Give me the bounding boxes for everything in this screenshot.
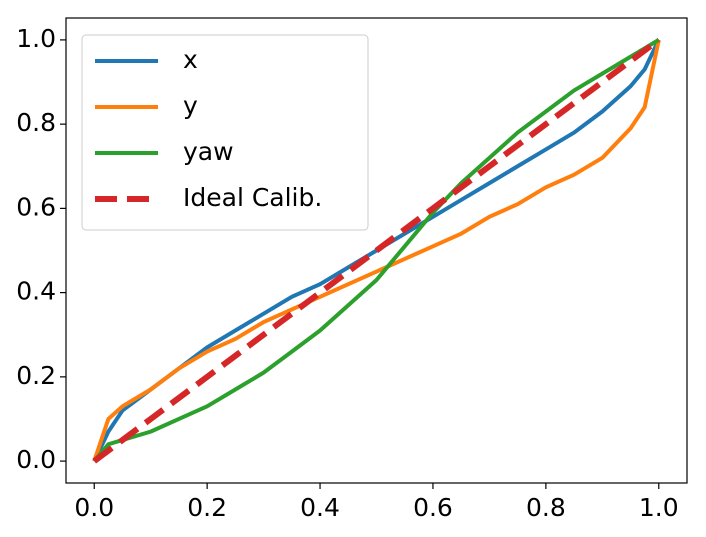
legend-label: x bbox=[183, 45, 198, 74]
y-tick-label: 0.6 bbox=[16, 192, 56, 221]
data-line bbox=[92, 38, 660, 463]
y-tick-label: 0.2 bbox=[16, 361, 56, 390]
legend: xy yaw Ideal Calib. bbox=[81, 34, 369, 231]
y-tick-label: 0.4 bbox=[16, 277, 56, 306]
x-tick-label: 0.8 bbox=[526, 493, 566, 522]
y-tick-label: 1.0 bbox=[16, 24, 56, 53]
x-tick-label: 0.4 bbox=[300, 493, 340, 522]
legend-label: y bbox=[183, 91, 198, 120]
data-line bbox=[92, 37, 661, 464]
legend-label: Ideal Calib. bbox=[183, 183, 322, 212]
y-tick-label: 0.0 bbox=[16, 445, 56, 474]
legend-label: yaw bbox=[183, 137, 234, 166]
x-tick-label: 0.2 bbox=[187, 493, 227, 522]
plot-frame bbox=[65, 17, 688, 484]
y-tick-label: 0.8 bbox=[16, 108, 56, 137]
legend-box bbox=[81, 34, 369, 231]
x-tick-label: 1.0 bbox=[639, 493, 679, 522]
x-tick-label: 0.6 bbox=[413, 493, 453, 522]
x-tick-label: 0.0 bbox=[74, 493, 114, 522]
data-line bbox=[92, 39, 661, 462]
